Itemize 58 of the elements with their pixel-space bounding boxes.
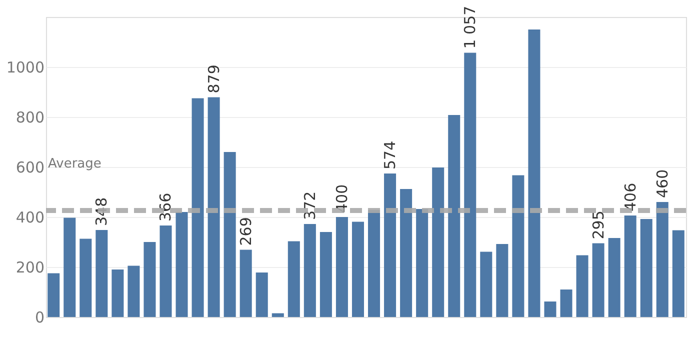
data-label: 295: [589, 210, 608, 240]
bar: [112, 270, 124, 317]
data-label: 372: [300, 191, 319, 220]
ref-line-label: Average: [48, 156, 102, 172]
data-label: 460: [653, 169, 672, 198]
y-tick-label: 0: [34, 308, 44, 326]
bar: [416, 209, 428, 317]
bar: [192, 98, 204, 317]
data-label: 1 057: [461, 6, 480, 49]
bar: [48, 273, 60, 317]
data-label: 269: [236, 217, 255, 246]
bar: [208, 97, 220, 317]
bar: [64, 218, 76, 317]
bar: [592, 243, 604, 317]
bar: [640, 219, 652, 317]
y-tick-label: 1000: [6, 58, 44, 76]
y-tick-label: 600: [16, 158, 44, 176]
bar: [96, 230, 108, 317]
bar: [528, 30, 540, 317]
y-tick-label: 400: [16, 208, 44, 226]
bar: [608, 238, 620, 317]
bar: [144, 242, 156, 317]
bar: [352, 222, 364, 317]
bar: [400, 189, 412, 317]
data-label: 574: [381, 140, 400, 170]
data-label: 366: [156, 192, 175, 222]
y-tick-label: 800: [16, 108, 44, 126]
bar: [432, 168, 444, 317]
bar: [624, 216, 636, 317]
bar: [288, 241, 300, 317]
bar: [448, 115, 460, 317]
data-label: 879: [204, 64, 223, 94]
bar: [128, 266, 140, 317]
bar: [384, 174, 396, 317]
bar: [80, 238, 92, 317]
bar: [160, 226, 172, 317]
bar: [336, 217, 348, 317]
bar: [544, 302, 556, 317]
bar: [368, 210, 380, 317]
data-label: 406: [621, 182, 640, 212]
bar: [464, 52, 476, 317]
bar: [240, 250, 252, 317]
bar: [496, 244, 508, 317]
bar: [672, 230, 684, 317]
data-label: 348: [92, 197, 111, 226]
bar: [304, 224, 316, 317]
y-tick-label: 200: [16, 258, 44, 276]
data-label: 400: [332, 184, 351, 213]
bar: [656, 202, 668, 317]
bar: [272, 313, 284, 317]
bar: [512, 175, 524, 317]
bar: [480, 252, 492, 317]
bar: [224, 152, 236, 317]
bar: [576, 255, 588, 317]
bar: [560, 290, 572, 317]
bar: [320, 232, 332, 317]
bar: [256, 272, 268, 317]
bar: [176, 212, 188, 317]
